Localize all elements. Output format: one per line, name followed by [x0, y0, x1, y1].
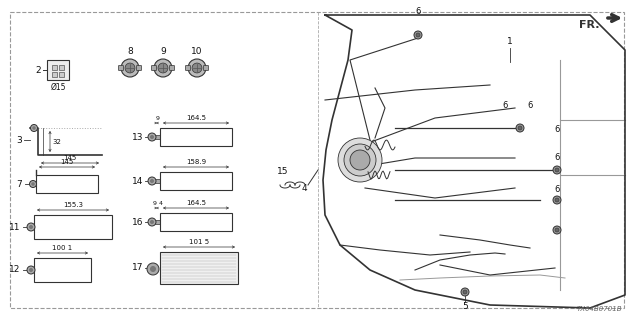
Circle shape: [31, 124, 38, 132]
Circle shape: [461, 288, 469, 296]
Bar: [52, 72, 57, 77]
Text: 14: 14: [132, 177, 143, 186]
Circle shape: [148, 133, 156, 141]
Bar: [52, 65, 57, 70]
Text: 6: 6: [502, 101, 508, 110]
Circle shape: [350, 150, 370, 170]
Text: FR.: FR.: [579, 20, 600, 30]
Circle shape: [416, 33, 420, 37]
Circle shape: [147, 263, 159, 275]
Bar: [59, 72, 64, 77]
FancyBboxPatch shape: [118, 66, 124, 70]
Circle shape: [29, 268, 33, 272]
Text: 10: 10: [191, 47, 203, 56]
Text: 164.5: 164.5: [186, 115, 206, 121]
Bar: [155, 135, 160, 139]
FancyBboxPatch shape: [170, 66, 175, 70]
Text: 16: 16: [131, 218, 143, 227]
Text: 4: 4: [301, 183, 307, 193]
Bar: [155, 179, 160, 183]
Text: 6: 6: [415, 7, 420, 16]
Circle shape: [553, 226, 561, 234]
Circle shape: [150, 220, 154, 224]
Bar: [160, 128, 232, 146]
Text: 7: 7: [16, 180, 22, 188]
Text: 145: 145: [63, 155, 77, 161]
Circle shape: [555, 228, 559, 232]
Circle shape: [148, 177, 156, 185]
Text: 32: 32: [52, 139, 61, 145]
Circle shape: [518, 126, 522, 130]
Text: TX64B0701B: TX64B0701B: [577, 306, 622, 312]
Circle shape: [125, 63, 135, 73]
Circle shape: [463, 290, 467, 294]
Text: 101 5: 101 5: [189, 239, 209, 245]
Circle shape: [188, 59, 206, 77]
FancyBboxPatch shape: [47, 60, 69, 80]
Text: 9 4: 9 4: [153, 201, 163, 206]
Circle shape: [553, 166, 561, 174]
FancyBboxPatch shape: [136, 66, 141, 70]
Circle shape: [154, 59, 172, 77]
Text: 3: 3: [16, 135, 22, 145]
Text: 2: 2: [35, 66, 41, 75]
FancyBboxPatch shape: [152, 66, 157, 70]
Circle shape: [150, 266, 156, 272]
Bar: [155, 220, 160, 224]
Text: 158.9: 158.9: [186, 159, 206, 165]
Bar: [34, 258, 91, 282]
Text: 17: 17: [131, 263, 143, 273]
Circle shape: [27, 266, 35, 274]
Text: 145: 145: [60, 159, 74, 165]
Text: 100 1: 100 1: [52, 245, 72, 251]
Circle shape: [32, 126, 36, 130]
Text: 8: 8: [127, 47, 133, 56]
Circle shape: [158, 63, 168, 73]
Text: 6: 6: [554, 185, 560, 194]
Bar: [36, 175, 98, 193]
Circle shape: [31, 182, 35, 186]
FancyBboxPatch shape: [186, 66, 191, 70]
Text: Ø15: Ø15: [51, 83, 66, 92]
Text: 6: 6: [554, 125, 560, 134]
Text: 6: 6: [554, 153, 560, 162]
Circle shape: [414, 31, 422, 39]
FancyBboxPatch shape: [204, 66, 209, 70]
Circle shape: [148, 218, 156, 226]
Text: 9: 9: [160, 47, 166, 56]
Circle shape: [555, 168, 559, 172]
Circle shape: [27, 223, 35, 231]
Circle shape: [555, 198, 559, 202]
Circle shape: [553, 196, 561, 204]
Circle shape: [29, 180, 36, 188]
Text: 164.5: 164.5: [186, 200, 206, 206]
Text: 1: 1: [507, 37, 513, 46]
Circle shape: [150, 179, 154, 183]
Circle shape: [150, 135, 154, 139]
Text: 155.3: 155.3: [63, 202, 83, 208]
Text: 15: 15: [277, 167, 289, 176]
Text: 12: 12: [8, 266, 20, 275]
Text: 5: 5: [462, 302, 468, 311]
Circle shape: [121, 59, 139, 77]
Circle shape: [29, 225, 33, 229]
Text: 11: 11: [8, 222, 20, 231]
Circle shape: [516, 124, 524, 132]
Bar: [160, 172, 232, 190]
Text: 13: 13: [131, 132, 143, 141]
Circle shape: [192, 63, 202, 73]
Bar: [160, 213, 232, 231]
Bar: [160, 252, 238, 284]
Circle shape: [338, 138, 382, 182]
Bar: [34, 215, 112, 239]
Text: 9: 9: [156, 116, 160, 121]
Text: 6: 6: [527, 101, 532, 110]
Bar: [59, 65, 64, 70]
Circle shape: [344, 144, 376, 176]
